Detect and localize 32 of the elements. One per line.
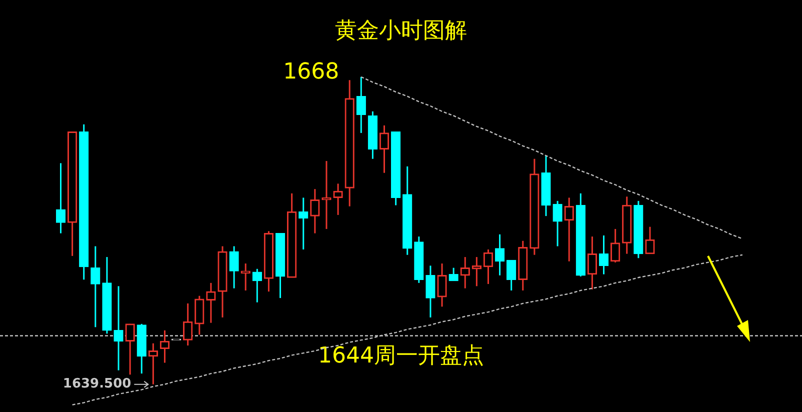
candlestick <box>114 285 124 372</box>
candlestick <box>90 245 100 328</box>
candlestick <box>298 196 308 250</box>
candlestick <box>564 196 574 262</box>
candlestick <box>56 162 66 234</box>
candlestick <box>310 188 320 234</box>
candlestick <box>448 267 458 282</box>
candlestick <box>379 124 390 174</box>
candlestick <box>206 282 216 324</box>
candlestick <box>356 76 366 134</box>
candlestick <box>229 245 239 290</box>
candlestick <box>645 226 655 255</box>
candlestick <box>148 342 158 386</box>
candlestick <box>610 228 620 264</box>
candlestick <box>460 256 470 290</box>
candlestick <box>183 302 193 346</box>
candlestick <box>252 268 262 304</box>
candlestick <box>160 330 170 364</box>
chart-title: 黄金小时图解 <box>335 18 467 44</box>
annotation: 1639.500 <box>62 376 132 392</box>
candlestick <box>194 295 204 336</box>
annotation: 1668 <box>283 60 340 85</box>
candlestick <box>483 248 494 285</box>
candlestick <box>125 323 135 376</box>
ref-line-label: 1644周一开盘点 <box>318 344 484 368</box>
candlestick <box>333 182 343 216</box>
candlestick <box>552 200 562 247</box>
candlestick <box>426 264 436 318</box>
candlestick <box>494 234 505 276</box>
candlestick <box>506 260 516 292</box>
candlestick <box>437 262 447 308</box>
candlestick <box>587 236 598 290</box>
